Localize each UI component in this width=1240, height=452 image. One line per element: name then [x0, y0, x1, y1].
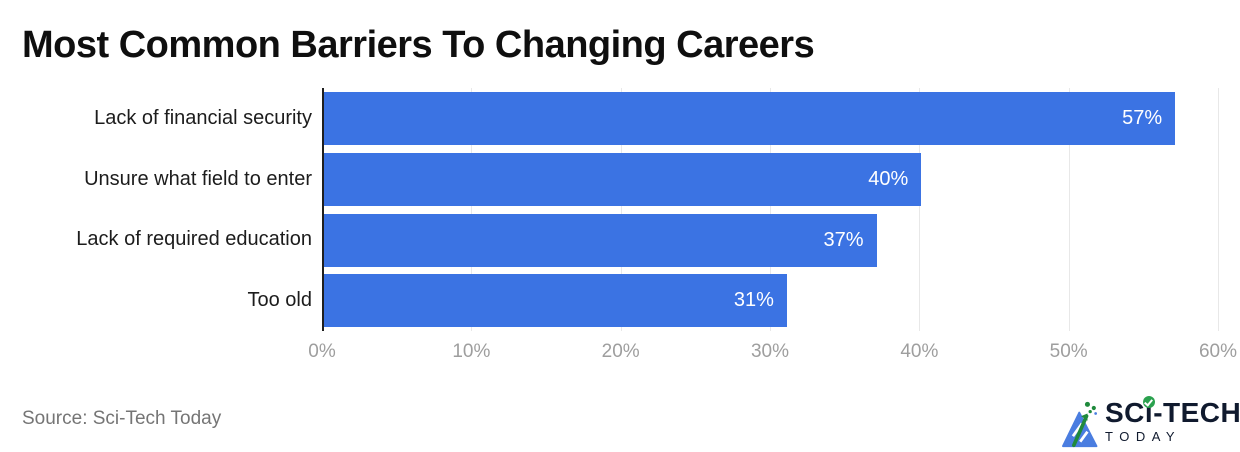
- logo-brand: SCi -TECH: [1105, 396, 1240, 428]
- x-tick-label: 40%: [900, 341, 939, 362]
- logo-subtitle: TODAY: [1105, 429, 1182, 444]
- bar-value-label: 57%: [1122, 107, 1163, 129]
- x-tick-label: 20%: [601, 341, 640, 362]
- bar: 31%: [324, 274, 787, 328]
- bar: 40%: [324, 152, 922, 206]
- logo-brand-left: SC: [1105, 397, 1145, 428]
- bar-value-label: 37%: [823, 228, 864, 251]
- category-label: Lack of financial security: [94, 106, 312, 129]
- logo-brand-right: -TECH: [1153, 397, 1240, 428]
- plot-area: 57% 40% 37% 31%: [322, 88, 1220, 331]
- x-tick-label: 0%: [308, 341, 336, 362]
- y-axis-line: [322, 88, 324, 331]
- chart-title: Most Common Barriers To Changing Careers: [22, 24, 815, 66]
- x-tick-label: 10%: [452, 341, 491, 362]
- gridline: [770, 88, 771, 331]
- x-tick-label: 60%: [1198, 341, 1238, 362]
- bar-value-label: 31%: [733, 289, 774, 312]
- gridline: [919, 88, 921, 331]
- bar: 37%: [324, 213, 877, 267]
- gridline: [1218, 88, 1219, 331]
- x-tick-label: 30%: [750, 341, 790, 362]
- x-tick-label: 50%: [1049, 341, 1088, 362]
- gridline: [1068, 88, 1070, 331]
- bar-value-label: 40%: [868, 167, 909, 190]
- logo-brand-i: i: [1142, 396, 1155, 428]
- category-label: Lack of required education: [76, 228, 312, 251]
- logo-mark-icon: [1062, 401, 1098, 448]
- check-icon: [1142, 396, 1155, 408]
- logo-text: SCi -TECH TODAY: [1105, 396, 1240, 444]
- source-note: Source: Sci-Tech Today: [22, 408, 222, 429]
- category-label: Too old: [247, 289, 313, 312]
- brand-logo: SCi -TECH TODAY: [1062, 396, 1240, 448]
- gridline: [471, 88, 473, 331]
- category-label: Unsure what field to enter: [84, 167, 312, 190]
- category-axis: Lack of financial security Unsure what fi…: [0, 88, 312, 331]
- gridline: [620, 88, 622, 331]
- bar: 57%: [324, 92, 1176, 145]
